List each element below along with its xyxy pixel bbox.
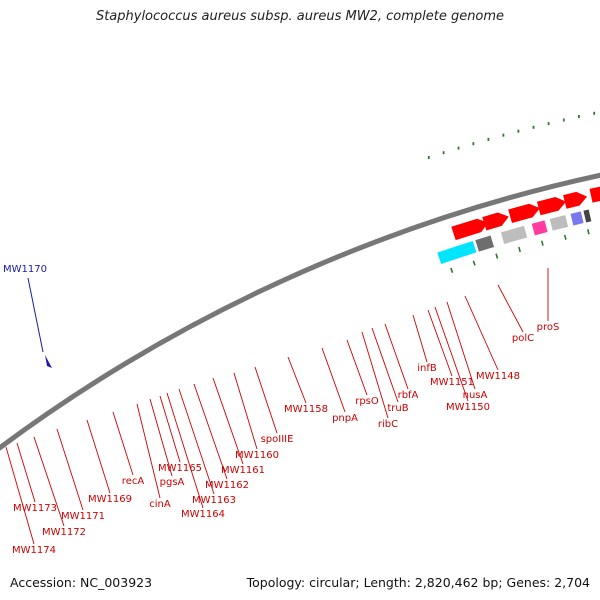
- cds-block: [531, 220, 548, 236]
- scale-tick: [457, 146, 460, 150]
- gene-label[interactable]: rbfA: [398, 390, 419, 401]
- gene-label[interactable]: MW1171: [61, 511, 105, 522]
- inner-tick: [540, 240, 544, 246]
- gene-label[interactable]: ribC: [378, 419, 398, 430]
- gene-label[interactable]: pnpA: [332, 413, 358, 424]
- gene-leader-line: [159, 395, 181, 463]
- gene-label[interactable]: recA: [122, 476, 145, 487]
- forward-gene-arrow: [563, 191, 588, 209]
- gene-label[interactable]: cinA: [149, 499, 171, 510]
- gene-label[interactable]: proS: [537, 322, 560, 333]
- scale-tick: [517, 129, 520, 133]
- gene-leader-line: [178, 388, 215, 495]
- gene-leader-line: [233, 372, 258, 450]
- scale-tick: [502, 133, 505, 137]
- scale-tick: [442, 151, 445, 155]
- gene-leader-line: [56, 428, 84, 511]
- gene-label[interactable]: truB: [387, 403, 408, 414]
- gene-leader-line: [287, 356, 307, 404]
- gene-label[interactable]: MW1148: [476, 371, 520, 382]
- genome-stats-text: Topology: circular; Length: 2,820,462 bp…: [246, 575, 590, 590]
- gene-label[interactable]: MW1162: [205, 480, 249, 491]
- inner-tick: [472, 260, 476, 266]
- scale-tick: [562, 118, 565, 122]
- gene-leader-line: [193, 383, 228, 480]
- gene-leader-line: [384, 323, 409, 390]
- gene-leader-line: [434, 306, 469, 402]
- gene-leader-line: [446, 301, 476, 390]
- gene-label[interactable]: MW1150: [446, 402, 490, 413]
- scale-tick: [578, 115, 580, 118]
- gene-label[interactable]: MW1160: [235, 450, 279, 461]
- forward-gene-arrow: [482, 212, 509, 231]
- map-title: Staphylococcus aureus subsp. aureus MW2,…: [95, 9, 505, 24]
- gene-leader-line: [112, 411, 134, 476]
- inner-tick: [518, 246, 521, 253]
- forward-gene-arrow: [536, 197, 567, 216]
- inner-tick: [563, 234, 567, 240]
- gene-leader-line: [16, 442, 36, 503]
- marker-label[interactable]: MW1170: [3, 264, 47, 275]
- gene-label[interactable]: pgsA: [160, 477, 185, 488]
- cds-block: [437, 240, 477, 264]
- gene-label[interactable]: MW1165: [158, 463, 202, 474]
- scale-tick: [532, 125, 535, 129]
- marker-leader-line: [27, 277, 44, 353]
- gene-label[interactable]: MW1172: [42, 527, 86, 538]
- accession-text: Accession: NC_003923: [10, 575, 153, 590]
- forward-gene-arrow: [451, 218, 489, 241]
- gene-leader-line: [33, 436, 65, 527]
- gene-leader-line: [212, 377, 244, 465]
- gene-leader-line: [254, 366, 278, 434]
- gene-leader-line: [136, 403, 161, 499]
- scale-tick: [472, 142, 475, 146]
- inner-tick: [495, 253, 499, 259]
- gene-label[interactable]: spoIIIE: [261, 434, 294, 445]
- gene-label[interactable]: MW1161: [221, 465, 265, 476]
- gene-leader-line: [497, 284, 524, 333]
- forward-gene-arrow: [589, 186, 600, 203]
- inner-tick: [450, 267, 454, 274]
- gene-label[interactable]: infB: [417, 363, 437, 374]
- gene-label[interactable]: MW1173: [13, 503, 57, 514]
- scale-tick: [427, 156, 430, 159]
- gene-leader-line: [149, 398, 173, 477]
- gene-leader-line: [412, 314, 428, 363]
- cds-block: [500, 225, 528, 244]
- gene-leader-line: [464, 295, 499, 371]
- gene-leader-line: [371, 327, 399, 403]
- gene-label[interactable]: MW1151: [430, 377, 474, 388]
- scale-tick: [547, 122, 550, 126]
- genome-backbone: [0, 172, 600, 451]
- gene-leader-line: [321, 347, 346, 413]
- scale-tick: [487, 137, 490, 141]
- cds-block: [570, 211, 584, 226]
- marker-arrow-icon: [45, 355, 52, 368]
- gene-leader-line: [86, 419, 111, 494]
- gene-leader-line: [166, 392, 204, 509]
- gene-label[interactable]: MW1164: [181, 509, 225, 520]
- gene-leader-line: [346, 339, 368, 396]
- gene-label[interactable]: rpsO: [355, 396, 379, 407]
- gene-leader-line: [5, 446, 35, 545]
- cds-block: [583, 209, 592, 223]
- cds-block: [549, 215, 569, 231]
- gene-label[interactable]: polC: [512, 333, 534, 344]
- gene-label[interactable]: MW1158: [284, 404, 328, 415]
- gene-label[interactable]: MW1163: [192, 495, 236, 506]
- gene-label[interactable]: MW1174: [12, 545, 56, 556]
- gene-label[interactable]: MW1169: [88, 494, 132, 505]
- gene-leader-line: [427, 309, 453, 377]
- inner-tick: [587, 229, 590, 235]
- cds-block: [475, 235, 495, 252]
- scale-tick: [593, 111, 596, 115]
- gene-label[interactable]: nusA: [463, 390, 488, 401]
- forward-gene-arrow: [508, 203, 540, 223]
- gene-leader-line: [361, 331, 389, 419]
